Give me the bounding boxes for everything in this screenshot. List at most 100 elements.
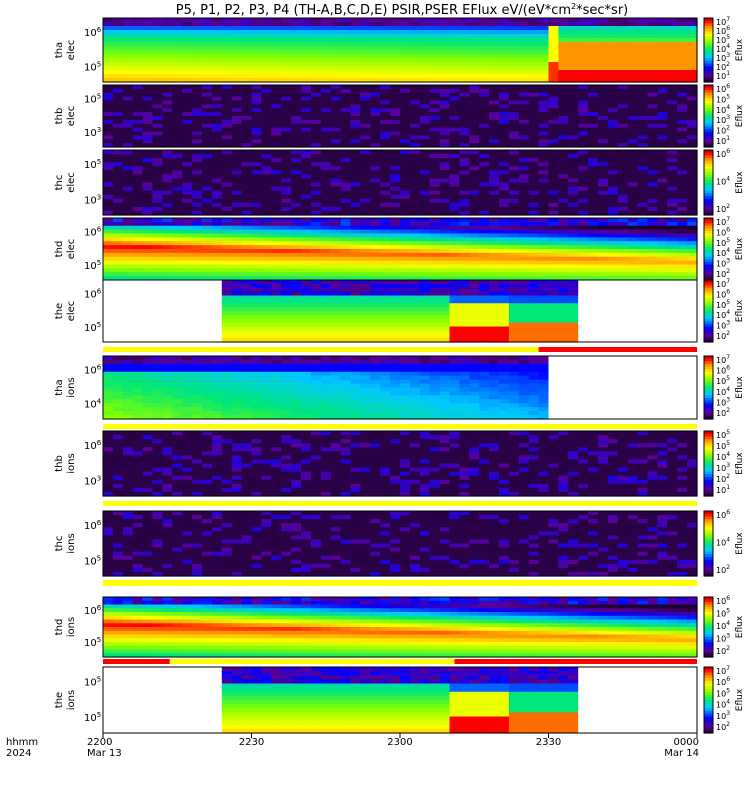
spectrogram-cell — [142, 112, 154, 117]
spectrogram-cell — [241, 311, 253, 316]
spectrogram-cell — [350, 314, 361, 320]
spectrogram-cell — [340, 233, 352, 238]
spectrogram-cell — [627, 291, 639, 297]
spectrogram-cell — [647, 154, 658, 159]
spectrogram-cell — [568, 74, 579, 79]
spectrogram-cell — [429, 18, 441, 23]
spectrogram-cell — [380, 326, 391, 331]
spectrogram-cell — [281, 104, 292, 109]
spectrogram-cell — [291, 30, 302, 35]
spectrogram-cell — [518, 50, 530, 55]
spectrogram-cell — [360, 131, 371, 136]
spectrogram-cell — [429, 150, 441, 155]
spectrogram-cell — [518, 338, 530, 343]
spectrogram-cell — [211, 38, 223, 43]
spectrogram-cell — [489, 30, 500, 35]
spectrogram-cell — [142, 182, 154, 188]
spectrogram-cell — [637, 268, 649, 273]
spectrogram-cell — [409, 225, 421, 231]
spectrogram-cell — [518, 92, 530, 98]
spectrogram-cell — [489, 218, 500, 223]
spectrogram-cell — [231, 85, 243, 90]
spectrogram-cell — [142, 307, 154, 312]
spectrogram-cell — [112, 143, 124, 148]
spectrogram-cell — [687, 330, 698, 335]
spectrogram-cell — [439, 256, 451, 262]
spectrogram-cell — [667, 252, 678, 258]
spectrogram-cell — [508, 326, 520, 331]
spectrogram-cell — [409, 178, 421, 184]
spectrogram-cell — [112, 198, 124, 204]
spectrogram-cell — [221, 166, 233, 171]
spectrogram-cell — [370, 62, 381, 67]
spectrogram-cell — [103, 42, 114, 47]
spectrogram-cell — [390, 18, 401, 23]
spectrogram-cell — [142, 299, 154, 304]
spectrogram-cell — [508, 256, 520, 262]
spectrogram-cell — [172, 186, 183, 192]
spectrogram-cell — [637, 210, 649, 216]
spectrogram-cell — [657, 260, 668, 266]
spectrogram-cell — [489, 58, 500, 63]
spectrogram-cell — [231, 249, 243, 254]
spectrogram-cell — [677, 62, 688, 67]
spectrogram-cell — [350, 85, 361, 90]
spectrogram-cell — [152, 66, 163, 71]
spectrogram-cell — [211, 42, 223, 47]
spectrogram-cell — [320, 186, 332, 192]
spectrogram-cell — [103, 50, 114, 55]
spectrogram-cell — [142, 359, 154, 365]
spectrogram-cell — [142, 119, 154, 125]
spectrogram-cell — [627, 123, 639, 129]
spectrogram-cell — [479, 143, 490, 148]
spectrogram-cell — [370, 123, 381, 129]
spectrogram-cell — [548, 307, 559, 312]
spectrogram-cell — [598, 178, 609, 184]
spectrogram-cell — [528, 245, 540, 250]
spectrogram-cell — [508, 190, 520, 196]
colorbar-tick-label: 102 — [716, 203, 730, 214]
spectrogram-cell — [152, 241, 163, 246]
spectrogram-cell — [152, 34, 163, 39]
spectrogram-cell — [390, 66, 401, 71]
spectrogram-cell — [340, 127, 352, 133]
spectrogram-cell — [528, 225, 540, 231]
spectrogram-cell — [360, 334, 371, 339]
spectrogram-cell — [310, 119, 322, 125]
spectrogram-cell — [261, 166, 272, 171]
spectrogram-cell — [211, 206, 223, 212]
spectrogram-cell — [409, 245, 421, 250]
spectrogram-cell — [330, 237, 342, 242]
spectrogram-cell — [192, 178, 203, 184]
spectrogram-cell — [439, 162, 451, 167]
spectrogram-cell — [607, 268, 619, 273]
spectrogram-cell — [617, 96, 629, 102]
spectrogram-cell — [390, 96, 401, 102]
spectrogram-cell — [301, 322, 312, 328]
spectrogram-cell — [202, 178, 213, 184]
spectrogram-cell — [667, 303, 678, 308]
spectrogram-cell — [469, 291, 480, 297]
spectrogram-cell — [617, 154, 629, 159]
spectrogram-cell — [152, 221, 163, 227]
spectrogram-cell — [112, 112, 124, 117]
spectrogram-cell — [469, 38, 480, 43]
spectrogram-cell — [667, 62, 678, 67]
spectrogram-cell — [687, 54, 698, 59]
spectrogram-cell — [112, 330, 124, 335]
spectrogram-cell — [548, 154, 559, 159]
spectrogram-cell — [310, 299, 322, 304]
spectrogram-cell — [419, 280, 431, 285]
spectrogram-cell — [657, 311, 668, 316]
spectrogram-cell — [677, 104, 688, 109]
spectrogram-cell — [528, 70, 540, 75]
spectrogram-cell — [182, 367, 193, 373]
spectrogram-cell — [142, 210, 154, 216]
spectrogram-cell — [320, 119, 332, 125]
spectrogram-cell — [221, 314, 233, 320]
spectrogram-cell — [271, 42, 282, 47]
spectrogram-cell — [449, 38, 460, 43]
spectrogram-cell — [469, 225, 480, 231]
spectrogram-cell — [152, 233, 163, 238]
spectrogram-cell — [627, 96, 639, 102]
